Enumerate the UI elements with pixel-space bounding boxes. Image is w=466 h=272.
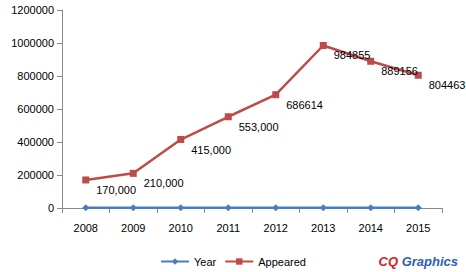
svg-text:553,000: 553,000 bbox=[239, 121, 279, 133]
svg-text:2009: 2009 bbox=[121, 222, 145, 234]
svg-text:Appeared: Appeared bbox=[258, 256, 306, 268]
svg-text:600000: 600000 bbox=[17, 103, 54, 115]
svg-text:2010: 2010 bbox=[169, 222, 193, 234]
svg-text:1000000: 1000000 bbox=[11, 37, 54, 49]
svg-text:210,000: 210,000 bbox=[144, 177, 184, 189]
svg-text:2011: 2011 bbox=[216, 222, 240, 234]
svg-text:0: 0 bbox=[48, 202, 54, 214]
svg-text:2014: 2014 bbox=[359, 222, 383, 234]
svg-text:800000: 800000 bbox=[17, 70, 54, 82]
svg-text:889156: 889156 bbox=[381, 65, 418, 77]
svg-text:400000: 400000 bbox=[17, 136, 54, 148]
svg-text:2012: 2012 bbox=[264, 222, 288, 234]
svg-text:804463: 804463 bbox=[429, 79, 466, 91]
svg-text:415,000: 415,000 bbox=[191, 144, 231, 156]
svg-text:686614: 686614 bbox=[286, 99, 323, 111]
svg-text:2015: 2015 bbox=[406, 222, 430, 234]
svg-text:CQ: CQ bbox=[379, 254, 402, 269]
svg-text:200000: 200000 bbox=[17, 169, 54, 181]
svg-text:984855: 984855 bbox=[334, 49, 371, 61]
svg-text:170,000: 170,000 bbox=[96, 184, 136, 196]
svg-text:Year: Year bbox=[194, 256, 217, 268]
svg-text:2013: 2013 bbox=[311, 222, 335, 234]
svg-text:1200000: 1200000 bbox=[11, 4, 54, 16]
svg-text:Graphics: Graphics bbox=[402, 254, 458, 269]
svg-text:2008: 2008 bbox=[74, 222, 98, 234]
